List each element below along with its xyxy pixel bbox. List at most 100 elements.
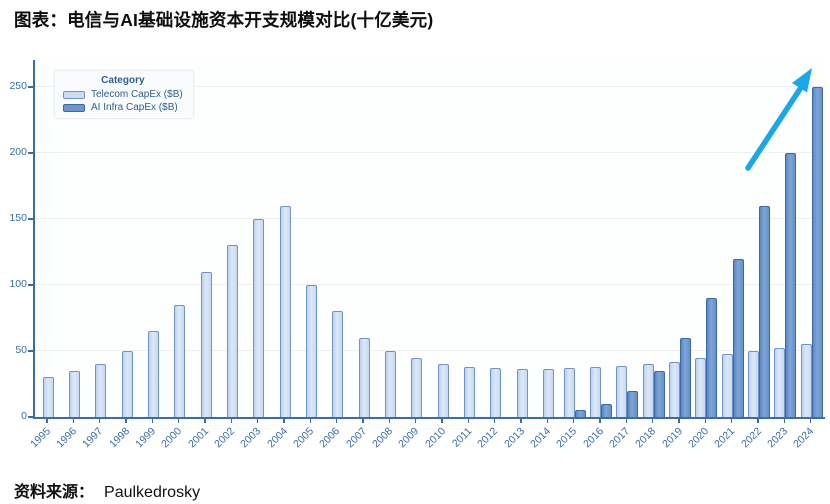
bar-ai-2019 bbox=[680, 337, 692, 417]
x-tick-mark bbox=[678, 419, 680, 423]
bar-telecom-2010 bbox=[437, 364, 449, 417]
y-tick-label: 200 bbox=[9, 146, 27, 158]
legend-swatch-ai bbox=[63, 103, 85, 112]
x-tick-mark bbox=[204, 419, 206, 423]
bar-telecom-2002 bbox=[226, 245, 238, 417]
x-tick-label: 2012 bbox=[475, 425, 501, 451]
bar-telecom-2011 bbox=[463, 366, 475, 417]
bar-telecom-2003 bbox=[253, 219, 265, 417]
bar-ai-2023 bbox=[785, 153, 797, 417]
bar-group-2015 bbox=[562, 60, 588, 417]
plot-area bbox=[33, 60, 825, 419]
x-tick-mark bbox=[467, 419, 469, 423]
y-tick-mark bbox=[28, 86, 33, 88]
bar-group-2021 bbox=[720, 60, 746, 417]
gridline-250 bbox=[35, 86, 825, 87]
bar-group-2023 bbox=[772, 60, 798, 417]
x-tick-label: 1997 bbox=[80, 425, 106, 451]
bar-group-2014 bbox=[535, 60, 561, 417]
x-tick-mark bbox=[730, 419, 733, 423]
legend-item-ai: AI Infra CapEx ($B) bbox=[63, 102, 183, 113]
bar-telecom-2020 bbox=[695, 357, 707, 417]
bar-telecom-2021 bbox=[721, 353, 733, 417]
legend-label-telecom: Telecom CapEx ($B) bbox=[91, 89, 183, 100]
bar-telecom-1997 bbox=[95, 364, 107, 417]
y-tick-label: 150 bbox=[9, 212, 27, 224]
bar-group-2009 bbox=[404, 60, 430, 417]
x-tick-label: 1998 bbox=[106, 425, 132, 451]
x-tick-mark bbox=[177, 419, 180, 423]
y-tick-label: 50 bbox=[15, 344, 27, 356]
bar-telecom-2009 bbox=[411, 357, 423, 417]
bar-telecom-2018 bbox=[642, 364, 654, 417]
bar-telecom-2000 bbox=[174, 304, 186, 417]
source-label: 资料来源： bbox=[14, 484, 95, 501]
x-tick-label: 2004 bbox=[264, 425, 290, 451]
x-tick-mark bbox=[809, 419, 812, 423]
bar-group-2022 bbox=[746, 60, 772, 417]
bar-group-2001 bbox=[193, 60, 219, 417]
bar-group-1995 bbox=[35, 60, 61, 417]
x-tick-label: 2003 bbox=[238, 425, 264, 451]
gridline-150 bbox=[35, 218, 825, 219]
bar-group-2006 bbox=[325, 60, 351, 417]
x-tick-mark bbox=[283, 419, 285, 423]
x-tick-mark bbox=[520, 419, 522, 423]
y-tick-mark bbox=[28, 218, 33, 220]
x-tick-mark bbox=[441, 419, 443, 423]
x-tick-mark bbox=[599, 419, 601, 423]
bar-group-1996 bbox=[61, 60, 87, 417]
bar-telecom-2014 bbox=[542, 369, 554, 417]
bar-telecom-1995 bbox=[42, 377, 54, 417]
y-tick-label: 100 bbox=[9, 278, 27, 290]
y-tick-label: 250 bbox=[9, 80, 27, 92]
bar-group-2002 bbox=[219, 60, 245, 417]
x-tick-mark bbox=[651, 419, 654, 423]
x-tick-label: 2001 bbox=[185, 425, 211, 451]
x-tick-mark bbox=[230, 419, 232, 423]
gridline-50 bbox=[35, 350, 825, 351]
x-tick-mark bbox=[572, 419, 575, 423]
bar-telecom-1999 bbox=[147, 331, 159, 417]
bar-group-2020 bbox=[693, 60, 719, 417]
bar-group-2012 bbox=[483, 60, 509, 417]
x-tick-label: 2023 bbox=[765, 425, 791, 451]
legend-label-ai: AI Infra CapEx ($B) bbox=[91, 102, 178, 113]
x-tick-mark bbox=[704, 419, 706, 423]
bar-group-2016 bbox=[588, 60, 614, 417]
bar-ai-2015 bbox=[574, 410, 586, 417]
page-title: 图表：电信与AI基础设施资本开支规模对比(十亿美元) bbox=[14, 10, 434, 30]
x-tick-mark bbox=[335, 419, 338, 423]
x-tick-mark bbox=[757, 419, 759, 423]
bar-ai-2017 bbox=[627, 390, 639, 417]
x-tick-label: 1995 bbox=[27, 425, 53, 451]
bar-telecom-2001 bbox=[200, 271, 212, 417]
bar-group-2008 bbox=[377, 60, 403, 417]
y-tick-mark bbox=[28, 350, 33, 352]
bar-ai-2024 bbox=[811, 87, 823, 417]
bar-telecom-2015 bbox=[563, 368, 575, 417]
bar-telecom-2007 bbox=[358, 337, 370, 417]
x-tick-mark bbox=[98, 419, 101, 423]
x-tick-mark bbox=[72, 419, 74, 423]
bar-group-2007 bbox=[351, 60, 377, 417]
x-tick-label: 2015 bbox=[554, 425, 580, 451]
x-tick-label: 2000 bbox=[159, 425, 185, 451]
legend-item-telecom: Telecom CapEx ($B) bbox=[63, 89, 183, 100]
x-tick-mark bbox=[309, 419, 311, 423]
bar-groups bbox=[35, 60, 825, 417]
bar-telecom-2017 bbox=[616, 365, 628, 417]
x-tick-mark bbox=[546, 419, 548, 423]
bar-telecom-1998 bbox=[121, 351, 133, 417]
x-tick-mark bbox=[151, 419, 153, 423]
bar-telecom-2023 bbox=[774, 348, 786, 417]
x-tick-label: 2013 bbox=[501, 425, 527, 451]
x-tick-label: 2005 bbox=[291, 425, 317, 451]
x-tick-label: 2010 bbox=[422, 425, 448, 451]
bar-ai-2020 bbox=[706, 298, 718, 417]
x-tick-label: 2021 bbox=[712, 425, 738, 451]
x-tick-label: 2019 bbox=[659, 425, 685, 451]
bar-group-1997 bbox=[88, 60, 114, 417]
bar-group-2010 bbox=[430, 60, 456, 417]
